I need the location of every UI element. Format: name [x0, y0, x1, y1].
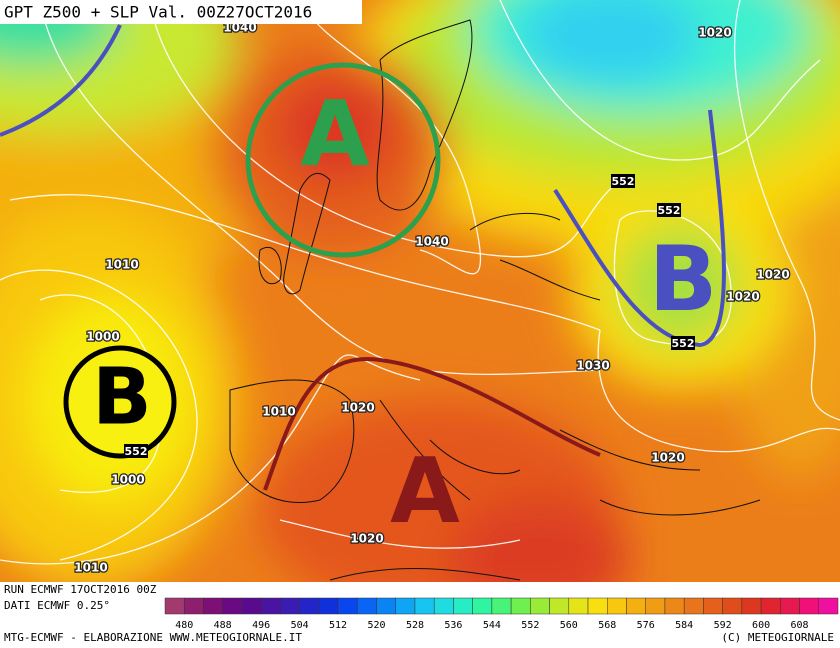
trough-line [0, 24, 122, 137]
colorbar-tick-label: 504 [291, 620, 309, 631]
colorbar-tick-label: 568 [598, 620, 616, 631]
colorbar-cell [164, 597, 185, 615]
ridge-line [263, 357, 601, 491]
colorbar-tick-label: 576 [637, 620, 655, 631]
isobar-label: 1000 [86, 330, 119, 344]
isobar-label: 1020 [350, 532, 383, 546]
height-label-box [671, 336, 695, 350]
colorbar-tick-label: 608 [791, 620, 809, 631]
colorbar-cell [299, 597, 320, 615]
colorbar-tick-label: 544 [483, 620, 501, 631]
colorbar-cell [780, 597, 800, 615]
colorbar-cell [337, 597, 358, 615]
title-box [0, 0, 362, 24]
isobar-label: 1020 [726, 290, 759, 304]
colorbar-tick-label: 592 [714, 620, 732, 631]
colorbar-cell [587, 597, 608, 615]
colorbar-cell [203, 597, 223, 615]
colorbar-cell [414, 597, 435, 615]
colorbar-cell [799, 597, 820, 615]
colorbar-cell [530, 597, 550, 615]
high-ring [245, 62, 441, 258]
colorbar-cell [818, 597, 839, 615]
colorbar-cell [760, 597, 781, 615]
isobar-label: 1040 [415, 235, 448, 249]
isobar-label: 1000 [111, 473, 144, 487]
isobar-label: 1010 [262, 405, 295, 419]
colorbar-cell [376, 597, 396, 615]
low-ring [63, 345, 177, 459]
credit: MTG-ECMWF - ELABORAZIONE WWW.METEOGIORNA… [4, 631, 302, 644]
colorbar-tick-label: 536 [444, 620, 462, 631]
colorbar-tick-label: 480 [175, 620, 193, 631]
isobar-label: 1010 [74, 561, 107, 575]
colorbar-tick-label: 552 [521, 620, 539, 631]
center-label: B [649, 227, 718, 332]
colorbar-tick-label: 584 [675, 620, 693, 631]
map-field: A A B B 1040 1020101010001040102010201030… [0, 0, 840, 582]
colorbar-cell [703, 597, 723, 615]
height-label-box [657, 203, 681, 217]
colorbar-cell [568, 597, 589, 615]
coastlines [229, 19, 761, 581]
height-label: 552 [658, 204, 681, 217]
isobar-label: 1020 [756, 268, 789, 282]
colorbar-cell [510, 597, 531, 615]
height-label: 552 [672, 337, 695, 350]
colorbar-cell [741, 597, 762, 615]
colorbar-tick-label: 488 [214, 620, 232, 631]
colorbar-cell [241, 597, 262, 615]
colorbar-cell [260, 597, 281, 615]
height-label: 552 [612, 175, 635, 188]
colorbar-cell [183, 597, 204, 615]
isobar-label: 1020 [698, 26, 731, 40]
isobar-label: 1030 [576, 359, 609, 373]
colorbar-cell [280, 597, 300, 615]
copyright: (C) METEOGIORNALE [721, 631, 834, 644]
height-label-box [124, 444, 148, 458]
center-label: A [390, 439, 460, 544]
isobar-label: 1020 [651, 451, 684, 465]
colorbar-cell [433, 597, 454, 615]
colorbar-cell [318, 597, 339, 615]
colorbar-tick-label: 560 [560, 620, 578, 631]
colorbar-cell [491, 597, 512, 615]
colorbar-cell [472, 597, 493, 615]
run-info: RUN ECMWF 17OCT2016 00Z [4, 583, 157, 596]
center-label: A [300, 82, 370, 187]
colorbar-cell [722, 597, 743, 615]
isobars [0, 0, 840, 565]
colorbar-cell [453, 597, 473, 615]
data-source: DATI ECMWF 0.25° [4, 599, 110, 612]
colorbar: 480 488 496 504 512 520 528 536 544 552 560 568 576 5… [164, 597, 839, 631]
colorbar-tick-label: 528 [406, 620, 424, 631]
colorbar-cell [357, 597, 377, 615]
colorbar-cell [626, 597, 646, 615]
height-label: 552 [125, 445, 148, 458]
isobar-label: 1010 [105, 258, 138, 272]
colorbar-cell [549, 597, 570, 615]
height-labels: 552 552 552 552 [124, 174, 695, 458]
colorbar-tick-label: 496 [252, 620, 270, 631]
colorbar-cell [645, 597, 666, 615]
isobar-label: 1020 [341, 401, 374, 415]
colorbar-cell [683, 597, 704, 615]
colorbar-cell [607, 597, 627, 615]
colorbar-tick-label: 520 [367, 620, 385, 631]
colorbar-tick-label: 600 [752, 620, 770, 631]
colorbar-tick-label: 512 [329, 620, 347, 631]
trough-line [553, 109, 726, 348]
colorbar-cell [395, 597, 416, 615]
colorbar-cell [664, 597, 685, 615]
center-label: B [92, 352, 151, 442]
title: GPT Z500 + SLP Val. 00Z27OCT2016 [4, 3, 312, 22]
colorbar-cell [222, 597, 243, 615]
height-label-box [611, 174, 635, 188]
